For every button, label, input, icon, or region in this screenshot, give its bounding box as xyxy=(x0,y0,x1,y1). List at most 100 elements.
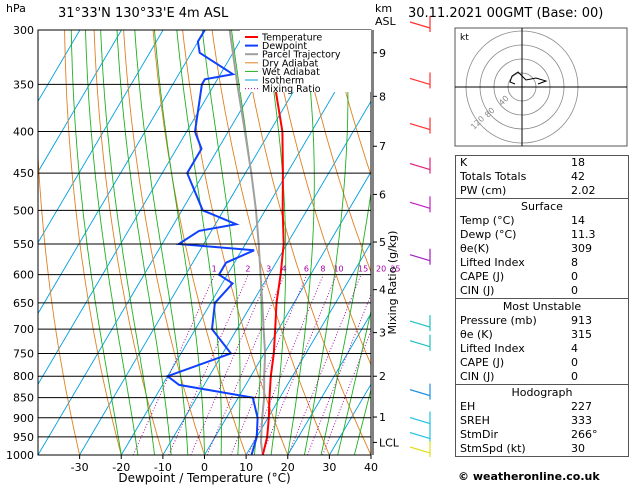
legend-entry: Parcel Trajectory xyxy=(262,50,341,61)
dry-adiabat-line xyxy=(300,30,371,274)
most-unstable-row: CIN (J) 0 xyxy=(456,370,628,384)
legend-entry: Wet Adiabat xyxy=(262,67,320,78)
wind-barb-flag xyxy=(409,162,431,171)
legend-background xyxy=(240,30,371,92)
isotherm-line xyxy=(38,30,122,173)
pressure-tick-label: 450 xyxy=(13,167,34,180)
km-tick-label: 4 xyxy=(379,284,386,297)
km-tick-label: 8 xyxy=(379,90,386,103)
most-unstable-row: θe (K) 315 xyxy=(456,328,628,342)
surface-row: CAPE (J) 0 xyxy=(456,270,628,284)
wet-adiabat-line xyxy=(320,190,371,455)
pressure-tick-label: 550 xyxy=(13,238,34,251)
index-row: K 18 xyxy=(456,156,628,170)
mixing-ratio-label: 8 xyxy=(320,265,325,274)
surface-title: Surface xyxy=(521,200,563,213)
most-unstable-label: Lifted Index xyxy=(460,342,525,355)
surface-value: 0 xyxy=(571,270,578,283)
dry-adiabat-line xyxy=(38,147,81,455)
surface-row: Lifted Index 8 xyxy=(456,256,628,270)
mixing-ratio-line xyxy=(247,274,324,455)
legend-entry: Mixing Ratio xyxy=(262,84,321,95)
legend-entry: Dewpoint xyxy=(262,41,307,52)
hodograph-row: StmSpd (kt) 30 xyxy=(456,442,628,456)
pressure-tick-label: 400 xyxy=(13,126,34,139)
isotherm-line xyxy=(287,312,371,455)
x-axis-label: Dewpoint / Temperature (°C) xyxy=(118,471,290,485)
index-row: Totals Totals 42 xyxy=(456,170,628,184)
pressure-tick-label: 750 xyxy=(13,347,34,360)
hodograph-value: 30 xyxy=(571,442,585,455)
surface-value: 11.3 xyxy=(571,228,596,241)
wet-adiabat-line xyxy=(70,30,122,455)
pressure-tick-label: 650 xyxy=(13,297,34,310)
hodograph-label: StmDir xyxy=(460,428,499,441)
mixing-ratio-line xyxy=(322,329,371,455)
temperature-tick-label: -10 xyxy=(154,461,172,474)
surface-row: Temp (°C) 14 xyxy=(456,214,628,228)
surface-row: CIN (J) 0 xyxy=(456,284,628,298)
temperature-tick-label: 20 xyxy=(281,461,295,474)
surface-value: 0 xyxy=(571,284,578,297)
isotherm-line xyxy=(120,30,371,455)
legend-entry: Isotherm xyxy=(262,76,304,87)
isotherm-line xyxy=(38,30,247,386)
indices-panel: K 18 Totals Totals 42 PW (cm) 2.02 Surface Te… xyxy=(455,155,629,457)
index-value: 18 xyxy=(571,156,585,169)
wind-barb-flag xyxy=(409,446,431,454)
hodograph-value: 333 xyxy=(571,414,592,427)
wind-barb-flag xyxy=(409,201,431,209)
hodograph-label: StmSpd (kt) xyxy=(460,442,526,455)
pressure-tick-label: 350 xyxy=(13,78,34,91)
mixing-ratio-label: 15 xyxy=(358,265,368,274)
most-unstable-title: Most Unstable xyxy=(502,300,582,313)
surface-value: 309 xyxy=(571,242,592,255)
most-unstable-row: Lifted Index 4 xyxy=(456,342,628,356)
dewpoint-line xyxy=(165,30,259,455)
temperature-tick-label: 0 xyxy=(201,461,208,474)
temperature-tick-label: -30 xyxy=(71,461,89,474)
km-tick-label: 1 xyxy=(379,411,386,424)
mixing-ratio-label: 4 xyxy=(282,265,287,274)
wet-adiabat-line xyxy=(337,309,371,455)
pressure-tick-label: 800 xyxy=(13,370,34,383)
surface-label: CIN (J) xyxy=(460,284,495,297)
surface-label: θe(K) xyxy=(460,242,490,255)
wind-barb-flag xyxy=(409,122,431,131)
wind-barb-flag xyxy=(409,432,431,440)
temperature-tick-label: 40 xyxy=(364,461,378,474)
hodograph-row: EH 227 xyxy=(456,400,628,414)
isotherm-line xyxy=(245,241,371,455)
mixing-ratio-label: 2 xyxy=(245,265,250,274)
hodograph-value: 266° xyxy=(571,428,598,441)
pressure-tick-label: 950 xyxy=(13,431,34,444)
pressure-tick-label: 300 xyxy=(13,24,34,37)
hodograph-marker xyxy=(509,75,516,85)
pressure-tick-label: 600 xyxy=(13,269,34,282)
most-unstable-label: θe (K) xyxy=(460,328,493,341)
wind-barb-flag xyxy=(409,416,431,425)
km-tick-label: 6 xyxy=(379,188,386,201)
mixing-ratio-label: 10 xyxy=(333,265,343,274)
most-unstable-label: CAPE (J) xyxy=(460,356,505,369)
pressure-tick-label: 850 xyxy=(13,392,34,405)
index-label: K xyxy=(460,156,468,169)
legend-entry: Temperature xyxy=(261,33,322,44)
isotherm-line xyxy=(204,171,371,455)
most-unstable-label: CIN (J) xyxy=(460,370,495,383)
most-unstable-value: 0 xyxy=(571,370,578,383)
km-tick-label: 3 xyxy=(379,327,386,340)
km-tick-label: 2 xyxy=(379,370,386,383)
y-axis-label: hPa xyxy=(6,2,26,15)
surface-row: θe(K) 309 xyxy=(456,242,628,256)
surface-label: Dewp (°C) xyxy=(460,228,517,241)
hodograph-title: Hodograph xyxy=(511,386,573,399)
mixing-ratio-label: 3 xyxy=(266,265,271,274)
wind-barb-flag xyxy=(409,77,431,86)
mixing-ratio-line xyxy=(168,274,249,455)
most-unstable-row: Pressure (mb) 913 xyxy=(456,314,628,328)
hodograph-trace xyxy=(511,71,548,85)
most-unstable-row: CAPE (J) 0 xyxy=(456,356,628,370)
